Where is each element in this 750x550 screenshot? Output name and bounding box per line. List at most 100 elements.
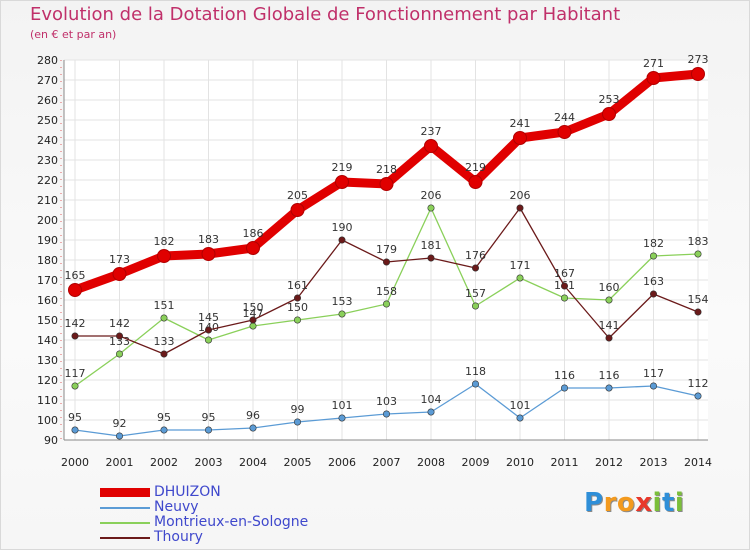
- data-label-neuvy: 117: [643, 367, 664, 380]
- data-point-thoury: [338, 236, 346, 244]
- data-label-montrieux-en-sologne: 157: [465, 287, 486, 300]
- data-label-neuvy: 112: [688, 377, 709, 390]
- data-point-dhuizon: [602, 107, 616, 121]
- data-label-montrieux-en-sologne: 183: [688, 235, 709, 248]
- data-label-dhuizon: 186: [243, 227, 264, 240]
- data-point-montrieux-en-sologne: [293, 316, 301, 324]
- y-tick-label: 260: [37, 94, 58, 107]
- data-label-neuvy: 101: [332, 399, 353, 412]
- data-label-thoury: 145: [198, 311, 219, 324]
- data-label-thoury: 176: [465, 249, 486, 262]
- legend-swatch-montrieux-en-sologne: [100, 522, 150, 524]
- x-tick-label: 2009: [462, 456, 490, 469]
- chart-subtitle: (en € et par an): [30, 28, 117, 41]
- data-point-neuvy: [249, 424, 257, 432]
- legend-item-montrieux-en-sologne: Montrieux-en-Sologne: [100, 514, 380, 530]
- data-point-dhuizon: [68, 283, 82, 297]
- legend-item-neuvy: Neuvy: [100, 499, 380, 515]
- data-label-montrieux-en-sologne: 171: [510, 259, 531, 272]
- y-tick-label: 140: [37, 334, 58, 347]
- data-point-neuvy: [293, 418, 301, 426]
- y-tick-label: 180: [37, 254, 58, 267]
- y-tick-label: 250: [37, 114, 58, 127]
- data-point-montrieux-en-sologne: [560, 294, 568, 302]
- logo-letter: x: [635, 488, 653, 518]
- y-tick-label: 170: [37, 274, 58, 287]
- x-tick-label: 2004: [239, 456, 267, 469]
- data-label-neuvy: 116: [554, 369, 575, 382]
- logo-letter: i: [652, 488, 662, 518]
- data-label-thoury: 142: [65, 317, 86, 330]
- data-point-thoury: [382, 258, 390, 266]
- data-label-dhuizon: 271: [643, 57, 664, 70]
- proxiti-logo: Proxiti: [584, 488, 684, 518]
- data-label-dhuizon: 219: [332, 161, 353, 174]
- data-label-dhuizon: 241: [510, 117, 531, 130]
- data-label-montrieux-en-sologne: 206: [421, 189, 442, 202]
- data-label-neuvy: 118: [465, 365, 486, 378]
- data-point-neuvy: [338, 414, 346, 422]
- data-label-montrieux-en-sologne: 153: [332, 295, 353, 308]
- data-point-neuvy: [71, 426, 79, 434]
- legend-swatch-neuvy: [100, 507, 150, 509]
- x-tick-label: 2006: [328, 456, 356, 469]
- data-point-thoury: [516, 204, 524, 212]
- data-point-thoury: [71, 332, 79, 340]
- data-label-dhuizon: 173: [109, 253, 130, 266]
- data-point-dhuizon: [157, 249, 171, 263]
- data-label-thoury: 154: [688, 293, 709, 306]
- y-tick-label: 160: [37, 294, 58, 307]
- y-tick-label: 280: [37, 54, 58, 67]
- legend-swatch-thoury: [100, 537, 150, 539]
- data-label-montrieux-en-sologne: 158: [376, 285, 397, 298]
- legend-label-dhuizon: DHUIZON: [154, 484, 221, 500]
- data-point-dhuizon: [290, 203, 305, 217]
- data-point-thoury: [605, 334, 613, 342]
- data-label-dhuizon: 205: [287, 189, 308, 202]
- data-label-dhuizon: 182: [154, 235, 175, 248]
- data-label-montrieux-en-sologne: 182: [643, 237, 664, 250]
- data-label-thoury: 150: [243, 301, 264, 314]
- x-tick-label: 2002: [150, 456, 178, 469]
- data-point-montrieux-en-sologne: [205, 336, 213, 344]
- data-point-thoury: [205, 326, 213, 334]
- data-point-thoury: [649, 290, 657, 298]
- data-label-thoury: 167: [554, 267, 575, 280]
- y-tick-label: 210: [37, 194, 58, 207]
- data-label-thoury: 141: [599, 319, 620, 332]
- data-point-thoury: [560, 282, 568, 290]
- data-point-neuvy: [516, 414, 524, 422]
- data-point-montrieux-en-sologne: [471, 302, 479, 310]
- data-point-montrieux-en-sologne: [249, 322, 257, 330]
- data-label-montrieux-en-sologne: 117: [65, 367, 86, 380]
- data-label-dhuizon: 237: [421, 125, 442, 138]
- data-point-montrieux-en-sologne: [160, 314, 168, 322]
- data-point-dhuizon: [335, 175, 349, 189]
- x-tick-label: 2012: [595, 456, 623, 469]
- data-label-dhuizon: 244: [554, 111, 575, 124]
- legend-item-thoury: Thoury: [100, 529, 380, 545]
- data-point-dhuizon: [424, 139, 438, 153]
- y-tick-label: 200: [37, 214, 58, 227]
- data-point-neuvy: [649, 382, 657, 390]
- data-point-thoury: [427, 254, 435, 262]
- y-tick-label: 150: [37, 314, 58, 327]
- data-point-neuvy: [160, 426, 168, 434]
- data-point-montrieux-en-sologne: [694, 250, 702, 258]
- y-tick-label: 100: [37, 414, 58, 427]
- legend-swatch-dhuizon: [100, 488, 150, 497]
- x-tick-label: 2010: [506, 456, 534, 469]
- data-point-neuvy: [205, 426, 213, 434]
- data-label-dhuizon: 253: [599, 93, 620, 106]
- y-tick-label: 220: [37, 174, 58, 187]
- y-tick-label: 130: [37, 354, 58, 367]
- y-tick-label: 270: [37, 74, 58, 87]
- x-tick-label: 2011: [551, 456, 579, 469]
- data-point-neuvy: [427, 408, 435, 416]
- data-label-thoury: 190: [332, 221, 353, 234]
- data-point-thoury: [116, 332, 124, 340]
- data-label-neuvy: 104: [421, 393, 442, 406]
- data-label-thoury: 181: [421, 239, 442, 252]
- data-label-montrieux-en-sologne: 150: [287, 301, 308, 314]
